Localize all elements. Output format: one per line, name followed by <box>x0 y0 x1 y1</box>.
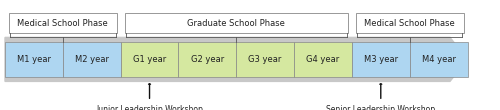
Bar <box>5 42 63 77</box>
Bar <box>9 13 117 33</box>
Text: M2 year: M2 year <box>74 55 108 64</box>
Bar <box>294 42 352 77</box>
Bar <box>124 13 348 33</box>
Text: Medical School Phase: Medical School Phase <box>18 19 108 28</box>
Text: G1 year: G1 year <box>133 55 166 64</box>
Text: Graduate School Phase: Graduate School Phase <box>188 19 285 28</box>
Text: G3 year: G3 year <box>248 55 282 64</box>
Bar <box>356 13 464 33</box>
Bar <box>120 42 178 77</box>
Text: G2 year: G2 year <box>190 55 224 64</box>
Bar <box>236 42 294 77</box>
Text: M3 year: M3 year <box>364 55 398 64</box>
Bar <box>63 42 120 77</box>
Bar <box>410 42 468 77</box>
Text: Junior Leadership Workshop: Junior Leadership Workshop <box>96 104 203 110</box>
FancyArrow shape <box>5 37 468 81</box>
Bar <box>178 42 236 77</box>
Text: Senior Leadership Workshop: Senior Leadership Workshop <box>326 104 436 110</box>
Text: M4 year: M4 year <box>422 55 456 64</box>
Text: G4 year: G4 year <box>306 55 340 64</box>
Text: M1 year: M1 year <box>17 55 51 64</box>
Text: Medical School Phase: Medical School Phase <box>364 19 455 28</box>
Bar <box>352 42 410 77</box>
